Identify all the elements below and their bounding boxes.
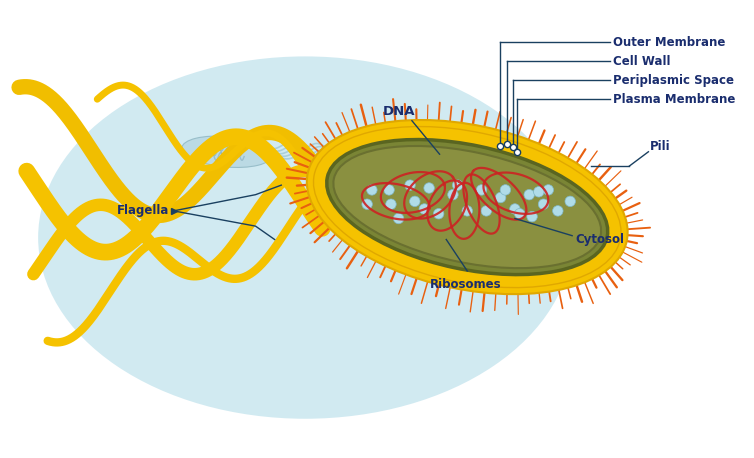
Ellipse shape	[333, 146, 601, 268]
Circle shape	[553, 206, 563, 216]
Ellipse shape	[314, 126, 621, 288]
Circle shape	[462, 206, 473, 216]
Circle shape	[409, 196, 420, 207]
Ellipse shape	[307, 120, 627, 294]
Text: Pili: Pili	[650, 141, 671, 153]
Circle shape	[362, 199, 372, 209]
Circle shape	[452, 180, 463, 191]
Text: Plasma Membrane: Plasma Membrane	[613, 93, 735, 106]
Text: Cytosol: Cytosol	[575, 233, 624, 246]
Circle shape	[495, 192, 506, 203]
Circle shape	[448, 190, 458, 200]
Circle shape	[527, 211, 538, 222]
Circle shape	[481, 206, 492, 216]
Text: Outer Membrane: Outer Membrane	[613, 36, 725, 49]
Circle shape	[510, 204, 520, 214]
Text: DNA: DNA	[382, 105, 415, 118]
Circle shape	[366, 185, 377, 195]
Text: Cell Wall: Cell Wall	[613, 55, 670, 68]
Circle shape	[538, 199, 549, 209]
Text: Periplasmic Space: Periplasmic Space	[613, 74, 734, 87]
Circle shape	[565, 196, 575, 207]
Text: Ribosomes: Ribosomes	[430, 278, 501, 291]
Ellipse shape	[182, 136, 272, 168]
Circle shape	[534, 186, 544, 197]
Circle shape	[405, 180, 415, 191]
Circle shape	[514, 208, 525, 219]
Circle shape	[543, 185, 553, 195]
Circle shape	[394, 213, 404, 224]
Ellipse shape	[326, 140, 608, 275]
Circle shape	[500, 185, 510, 195]
Circle shape	[434, 208, 444, 219]
Circle shape	[386, 199, 396, 209]
Circle shape	[419, 204, 430, 214]
Ellipse shape	[38, 56, 572, 419]
Text: Flagella: Flagella	[116, 204, 169, 218]
Circle shape	[424, 183, 434, 193]
Circle shape	[477, 185, 487, 195]
Circle shape	[384, 185, 394, 195]
Circle shape	[524, 190, 535, 200]
